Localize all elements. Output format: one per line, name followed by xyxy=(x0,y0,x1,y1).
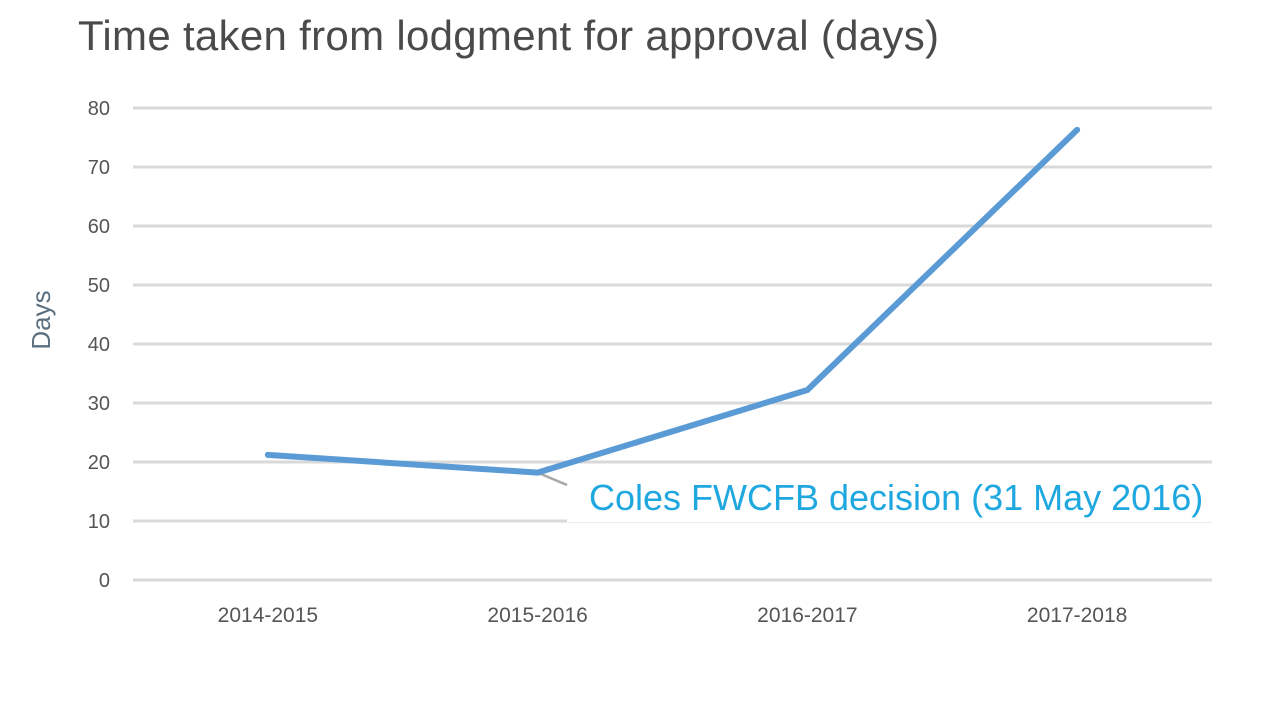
y-axis-title: Days xyxy=(26,290,56,349)
data-point xyxy=(264,451,271,458)
annotation-leader-line xyxy=(537,471,568,487)
x-tick-label: 2017-2018 xyxy=(1027,604,1127,627)
data-point xyxy=(804,387,811,394)
y-tick-label: 0 xyxy=(99,570,110,592)
x-tick-label: 2014-2015 xyxy=(218,604,318,627)
y-tick-label: 10 xyxy=(88,511,110,533)
data-point xyxy=(1074,126,1081,133)
chart-title: Time taken from lodgment for approval (d… xyxy=(78,12,940,59)
x-tick-label: 2016-2017 xyxy=(757,604,857,627)
y-tick-label: 50 xyxy=(88,275,110,297)
y-tick-label: 20 xyxy=(88,452,110,474)
series-layer xyxy=(264,126,1081,476)
x-axis-ticks: 2014-2015 2015-2016 2016-2017 2017-2018 xyxy=(218,604,1128,627)
annotation-text: Coles FWCFB decision (31 May 2016) xyxy=(589,477,1203,518)
y-tick-label: 30 xyxy=(88,393,110,415)
y-tick-label: 60 xyxy=(88,216,110,238)
series-line xyxy=(264,126,1081,476)
y-axis-ticks: 0 10 20 30 40 50 60 70 80 xyxy=(88,98,110,592)
y-tick-label: 70 xyxy=(88,157,110,179)
x-tick-label: 2015-2016 xyxy=(487,604,587,627)
data-point xyxy=(534,469,541,476)
annotation-box xyxy=(567,466,1257,522)
y-tick-label: 80 xyxy=(88,98,110,120)
annotation: Coles FWCFB decision (31 May 2016) xyxy=(537,466,1257,522)
y-tick-label: 40 xyxy=(88,334,110,356)
